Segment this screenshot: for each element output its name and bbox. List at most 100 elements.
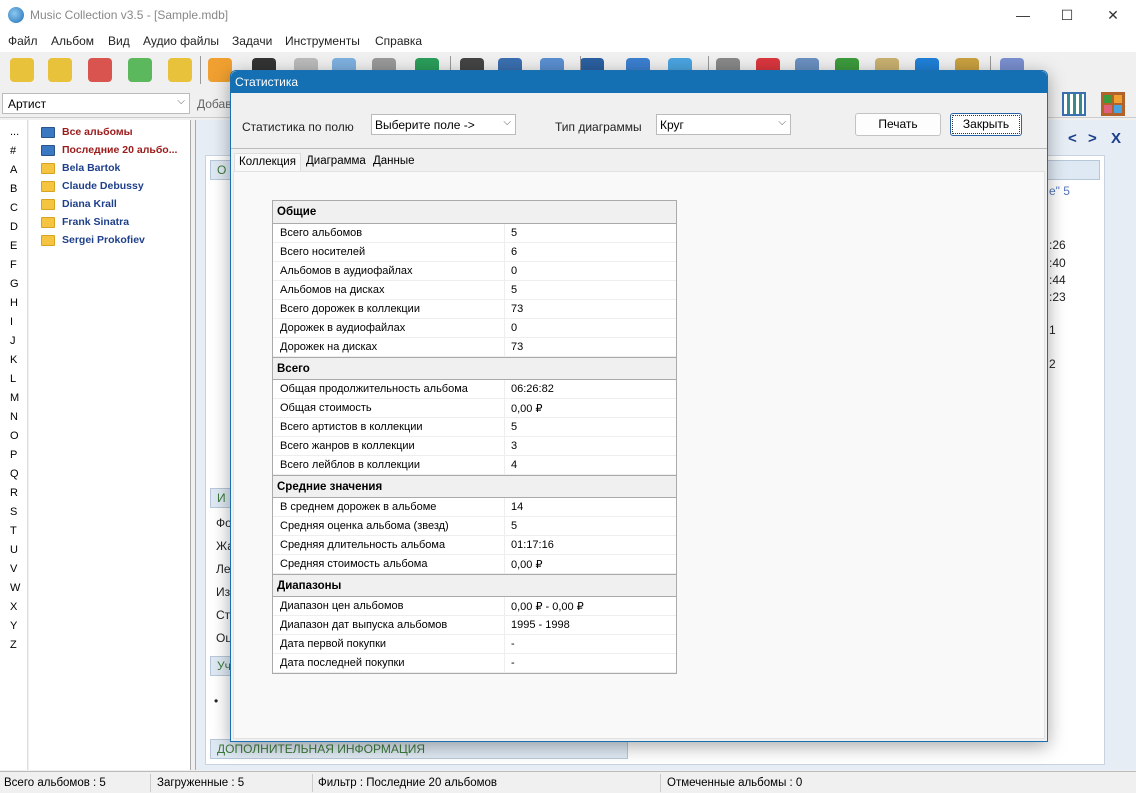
close-dialog-button[interactable]: Закрыть [950, 113, 1022, 136]
stat-value: 0,00 ₽ [511, 559, 543, 571]
alphabet-letter[interactable]: ... [10, 126, 20, 138]
artist-filter-select[interactable]: Артист ⌵ [2, 93, 190, 114]
tree-item[interactable]: Diana Krall [41, 196, 117, 212]
menu-album[interactable]: Альбом [51, 34, 95, 48]
field-label: Статистика по полю [242, 120, 354, 134]
tree-item[interactable]: Bela Bartok [41, 160, 120, 176]
stats-row: Средняя стоимость альбома 0,00 ₽ [273, 555, 676, 574]
alphabet-letter[interactable]: M [10, 392, 20, 404]
menu-audio-files[interactable]: Аудио файлы [143, 34, 220, 48]
prev-button[interactable]: < [1068, 130, 1077, 147]
stat-label: Дата последней покупки [273, 654, 505, 672]
stats-row: Всего лейблов в коллекции 4 [273, 456, 676, 475]
stat-label: Диапазон цен альбомов [273, 597, 505, 615]
folder-icon [41, 234, 55, 246]
folder-icon [41, 144, 55, 156]
next-button[interactable]: > [1088, 130, 1097, 147]
alphabet-letter[interactable]: G [10, 278, 19, 290]
menu-file[interactable]: Файл [8, 34, 38, 48]
alphabet-letter[interactable]: E [10, 240, 18, 252]
field-select[interactable]: Выберите поле -> ⌵ [371, 114, 516, 135]
stat-label: Альбомов на дисках [273, 281, 505, 299]
menu-view[interactable]: Вид [108, 34, 130, 48]
toolbar-button-icon[interactable] [88, 58, 112, 82]
toolbar-button-icon[interactable] [10, 58, 34, 82]
alphabet-letter[interactable]: Y [10, 620, 18, 632]
close-details-button[interactable]: X [1111, 130, 1122, 147]
alphabet-letter[interactable]: P [10, 449, 18, 461]
alphabet-letter[interactable]: H [10, 297, 18, 309]
print-button[interactable]: Печать [855, 113, 941, 136]
tab-chart[interactable]: Диаграмма [306, 155, 366, 167]
stat-label: Общая продолжительность альбома [273, 380, 505, 398]
divider [231, 148, 1047, 149]
alphabet-letter[interactable]: R [10, 487, 18, 499]
toolbar-separator [200, 56, 201, 84]
alphabet-letter[interactable]: O [10, 430, 19, 442]
chart-type-select[interactable]: Круг ⌵ [656, 114, 791, 135]
alphabet-letter[interactable]: N [10, 411, 18, 423]
close-button[interactable]: ✕ [1107, 7, 1119, 23]
peek-text: 1 [1049, 323, 1056, 337]
tab-collection[interactable]: Коллекция [234, 153, 301, 172]
stats-row: Средняя оценка альбома (звезд) 5 [273, 517, 676, 536]
alphabet-letter[interactable]: B [10, 183, 18, 195]
alphabet-letter[interactable]: U [10, 544, 18, 556]
peek-text: Жа [216, 539, 234, 553]
toolbar-button-icon[interactable] [128, 58, 152, 82]
maximize-button[interactable]: ☐ [1060, 7, 1074, 23]
chevron-down-icon: ⌵ [177, 96, 185, 107]
alphabet-letter[interactable]: A [10, 164, 18, 176]
minimize-button[interactable]: — [1016, 7, 1030, 23]
alphabet-letter[interactable]: C [10, 202, 18, 214]
toolbar-button-icon[interactable] [48, 58, 72, 82]
tree-item-label: Frank Sinatra [62, 216, 130, 228]
alphabet-letter[interactable]: Q [10, 468, 19, 480]
grid-view-icon[interactable] [1062, 92, 1086, 116]
alphabet-letter[interactable]: V [10, 563, 18, 575]
stat-label: Общая стоимость [273, 399, 505, 417]
stat-label: Всего артистов в коллекции [273, 418, 505, 436]
alphabet-letter[interactable]: F [10, 259, 17, 271]
cover-view-icon[interactable] [1101, 92, 1125, 116]
folder-icon [41, 198, 55, 210]
menu-tools[interactable]: Инструменты [285, 34, 360, 48]
tree-item[interactable]: Sergei Prokofiev [41, 232, 145, 248]
stats-row: В среднем дорожек в альбоме 14 [273, 498, 676, 517]
alphabet-letter[interactable]: X [10, 601, 18, 613]
alphabet-letter[interactable]: T [10, 525, 17, 537]
alphabet-letter[interactable]: K [10, 354, 18, 366]
tree-item[interactable]: Последние 20 альбо... [41, 142, 177, 158]
group-header: Диапазоны [273, 574, 676, 597]
tree-item[interactable]: Frank Sinatra [41, 214, 129, 230]
chevron-down-icon: ⌵ [503, 117, 511, 128]
tree-item-label: Diana Krall [62, 198, 117, 210]
alphabet-letter[interactable]: I [10, 316, 14, 328]
peek-text: Оц [216, 631, 233, 645]
stat-label: Диапазон дат выпуска альбомов [273, 616, 505, 634]
alphabet-letter[interactable]: L [10, 373, 17, 385]
alphabet-letter[interactable]: Z [10, 639, 17, 651]
menu-help[interactable]: Справка [375, 34, 423, 48]
stats-row: Диапазон цен альбомов 0,00 ₽ - 0,00 ₽ [273, 597, 676, 616]
tree-item-label: Sergei Prokofiev [62, 234, 145, 246]
alphabet-letter[interactable]: S [10, 506, 18, 518]
status-loaded: Загруженные : 5 [157, 777, 245, 789]
alphabet-letter[interactable]: J [10, 335, 16, 347]
extra-info-section[interactable]: ДОПОЛНИТЕЛЬНАЯ ИНФОРМАЦИЯ [210, 739, 628, 759]
peek-text: :26 [1049, 238, 1066, 252]
menu-tasks[interactable]: Задачи [232, 34, 273, 48]
tree-item[interactable]: Все альбомы [41, 124, 133, 140]
tree-item[interactable]: Claude Debussy [41, 178, 144, 194]
stats-group: Диапазоны Диапазон цен альбомов 0,00 ₽ - 0… [273, 574, 676, 673]
tab-data[interactable]: Данные [373, 155, 415, 167]
alphabet-letter[interactable]: # [10, 145, 17, 157]
stat-label: Средняя стоимость альбома [273, 555, 505, 573]
toolbar-button-icon[interactable] [168, 58, 192, 82]
peek-text: Фо [216, 516, 232, 530]
alphabet-letter[interactable]: W [10, 582, 21, 594]
stats-row: Альбомов на дисках 5 [273, 281, 676, 300]
alphabet-letter[interactable]: D [10, 221, 18, 233]
stat-value: 73 [511, 341, 524, 353]
toolbar-button-icon[interactable] [208, 58, 232, 82]
